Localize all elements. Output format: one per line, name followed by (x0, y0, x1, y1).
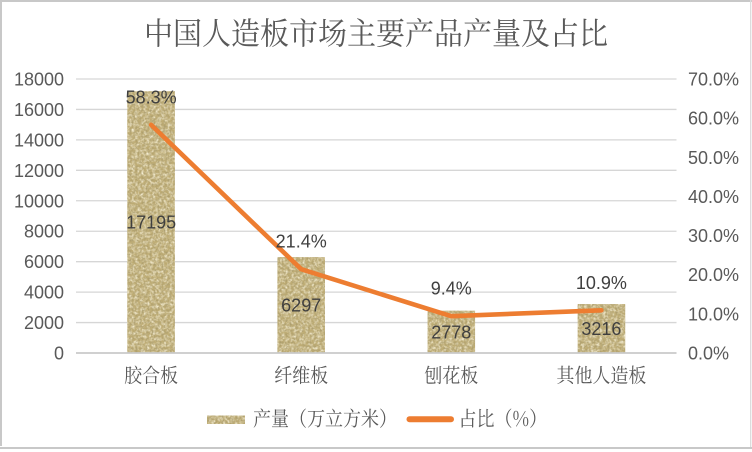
svg-text:21.4%: 21.4% (276, 232, 327, 252)
svg-text:10.0%: 10.0% (688, 304, 739, 324)
svg-text:14000: 14000 (14, 130, 64, 150)
svg-text:10.9%: 10.9% (576, 273, 627, 293)
svg-text:20.0%: 20.0% (688, 265, 739, 285)
svg-text:3216: 3216 (581, 319, 621, 339)
svg-text:17195: 17195 (126, 213, 176, 233)
svg-text:9.4%: 9.4% (431, 279, 472, 299)
svg-text:8000: 8000 (24, 222, 64, 242)
svg-text:6297: 6297 (281, 296, 321, 316)
svg-text:18000: 18000 (14, 70, 64, 90)
svg-text:58.3%: 58.3% (126, 87, 177, 107)
svg-text:4000: 4000 (24, 283, 64, 303)
svg-text:0.0%: 0.0% (688, 344, 729, 364)
svg-text:2000: 2000 (24, 313, 64, 333)
svg-text:30.0%: 30.0% (688, 226, 739, 246)
svg-text:16000: 16000 (14, 100, 64, 120)
svg-text:12000: 12000 (14, 161, 64, 181)
svg-text:0: 0 (54, 344, 64, 364)
svg-text:60.0%: 60.0% (688, 109, 739, 129)
svg-text:40.0%: 40.0% (688, 187, 739, 207)
svg-text:70.0%: 70.0% (688, 70, 739, 90)
svg-text:6000: 6000 (24, 252, 64, 272)
svg-text:50.0%: 50.0% (688, 148, 739, 168)
svg-text:10000: 10000 (14, 191, 64, 211)
svg-text:2778: 2778 (431, 322, 471, 342)
